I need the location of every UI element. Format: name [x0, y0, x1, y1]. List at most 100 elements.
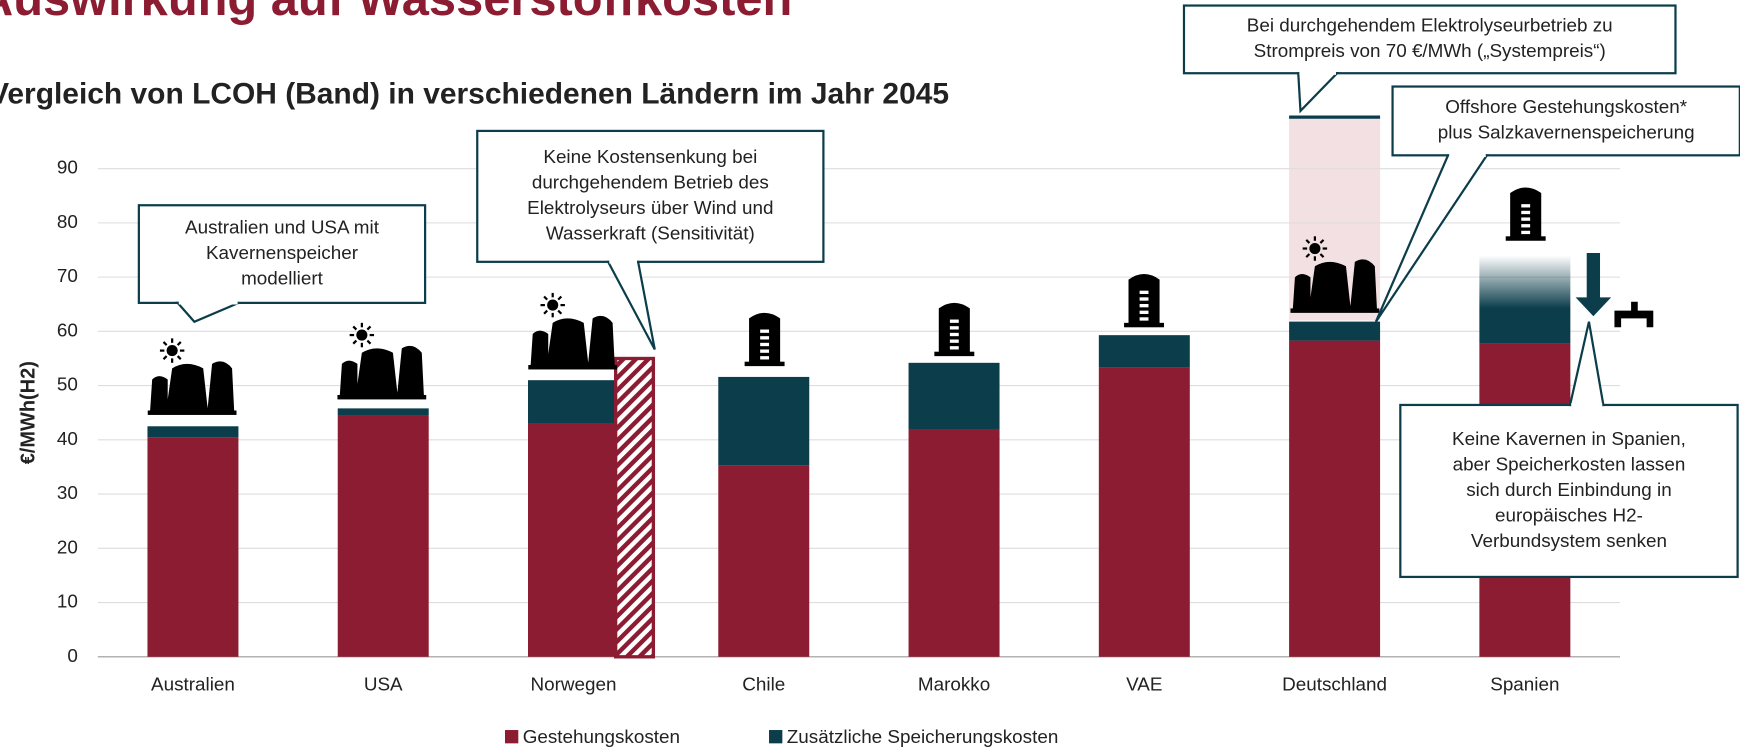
callout-pointer [1568, 321, 1605, 407]
plant-shape [149, 361, 235, 413]
tower-rung [1139, 317, 1149, 321]
sun-ray [352, 325, 358, 331]
callout-pointer [1374, 154, 1489, 323]
sun [547, 299, 559, 311]
callout-box [137, 204, 427, 304]
tower-rung [760, 329, 770, 333]
bar-segment [337, 408, 429, 416]
bar-segment [1289, 321, 1381, 341]
sun-ray [176, 355, 182, 361]
callout-text: Verbundsystem senken [1471, 530, 1667, 551]
legend-swatch [504, 730, 519, 744]
callout-pointer [175, 301, 240, 324]
chart-subtitle: Vergleich von LCOH (Band) in verschieden… [0, 77, 949, 110]
icon-storage [1124, 274, 1165, 328]
tap-icon [1614, 301, 1654, 328]
bar-segment [528, 423, 619, 657]
callout-text: Australien und USA mit [185, 217, 380, 238]
sun-ray [162, 355, 168, 361]
callout-text: Wasserkraft (Sensitivität) [546, 223, 755, 244]
icon-plant [528, 292, 618, 370]
callout-text: Elektrolyseurs über Wind und [527, 197, 773, 218]
y-tick-label: 30 [57, 482, 78, 503]
callout-text: durchgehendem Betrieb des [532, 172, 769, 193]
y-tick-label: 0 [67, 645, 78, 666]
sun-ray [543, 295, 548, 301]
callout-box [1391, 85, 1740, 157]
bar-segment [147, 426, 239, 438]
tower-rung [949, 332, 959, 337]
x-tick-label: VAE [1126, 674, 1162, 695]
tower-rung [1139, 290, 1149, 295]
bar-segment [337, 415, 429, 657]
sun-ray [366, 325, 372, 331]
icon-storage [1505, 187, 1546, 241]
x-tick-label: Marokko [918, 674, 990, 695]
callout-text: Offshore Gestehungskosten* [1445, 96, 1687, 117]
y-tick-label: 70 [57, 265, 78, 286]
callout-text: Strompreis von 70 €/MWh („Systempreis“) [1254, 40, 1606, 61]
y-tick-label: 10 [57, 591, 78, 612]
x-tick-label: Spanien [1490, 674, 1559, 695]
icon-plant [337, 322, 427, 400]
bar-segment [147, 437, 239, 657]
sun [356, 329, 368, 341]
tower-rung [760, 336, 770, 340]
tower-base [934, 351, 975, 357]
sun [1309, 242, 1321, 255]
callout-text: sich durch Einbindung in [1466, 479, 1672, 500]
callout-text: Kavernenspeicher [206, 242, 358, 263]
tower-rung [949, 326, 959, 330]
y-tick-label: 50 [57, 374, 78, 395]
callout-text: plus Salzkavernenspeicherung [1438, 122, 1695, 143]
tower-rung [949, 319, 959, 323]
sun-ray [1319, 253, 1325, 258]
legend-label: Zusätzliche Speicherungskosten [787, 726, 1059, 747]
callout-text: Bei durchgehendem Elektrolyseurbetrieb z… [1247, 15, 1613, 36]
callout-pointer [606, 260, 656, 351]
tower-rung [1139, 297, 1149, 301]
plant-shape [339, 345, 424, 398]
y-tick-label: 60 [57, 319, 78, 340]
icon-storage [934, 302, 975, 357]
icon-storage [744, 312, 785, 367]
x-tick-label: Australien [151, 674, 235, 695]
sensitivity-bar [613, 356, 656, 659]
legend-label: Gestehungskosten [523, 726, 680, 747]
sun-ray [176, 341, 182, 346]
sun-ray [543, 309, 548, 315]
tower-rung [1521, 204, 1531, 208]
tower-rung [1139, 303, 1149, 308]
sun-ray [366, 339, 372, 345]
sun-ray [557, 295, 563, 301]
y-tick-label: 90 [57, 157, 78, 178]
tower-base [744, 361, 785, 367]
tower-rung [760, 342, 770, 347]
callout-box [476, 129, 825, 263]
icon-plant [1290, 236, 1380, 313]
callout-text: Keine Kavernen in Spanien, [1452, 428, 1686, 449]
sun-ray [1305, 239, 1311, 244]
tower-rung [1139, 310, 1149, 314]
bar-segment [908, 362, 1000, 429]
tower-rung [1521, 217, 1531, 221]
plant-shape [530, 315, 615, 368]
tower-rung [1521, 230, 1531, 235]
sun-ray [1305, 253, 1311, 258]
tower-base [1124, 322, 1165, 328]
sun-ray [162, 341, 168, 346]
callout-pointer [1297, 72, 1340, 114]
tower-rung [760, 349, 770, 353]
plant-base [147, 410, 237, 415]
legend-swatch [769, 730, 783, 744]
bar-segment [528, 380, 619, 424]
tower-base [1505, 236, 1546, 241]
bar-segment [1098, 367, 1190, 657]
sun-ray [352, 339, 358, 345]
y-axis-label: €/MWh(H2) [17, 361, 39, 464]
callout-text: Keine Kostensenkung bei [543, 146, 757, 167]
x-tick-label: Norwegen [531, 674, 617, 695]
sun [166, 345, 178, 357]
y-tick-label: 20 [57, 536, 78, 557]
bar-segment [908, 428, 1000, 657]
